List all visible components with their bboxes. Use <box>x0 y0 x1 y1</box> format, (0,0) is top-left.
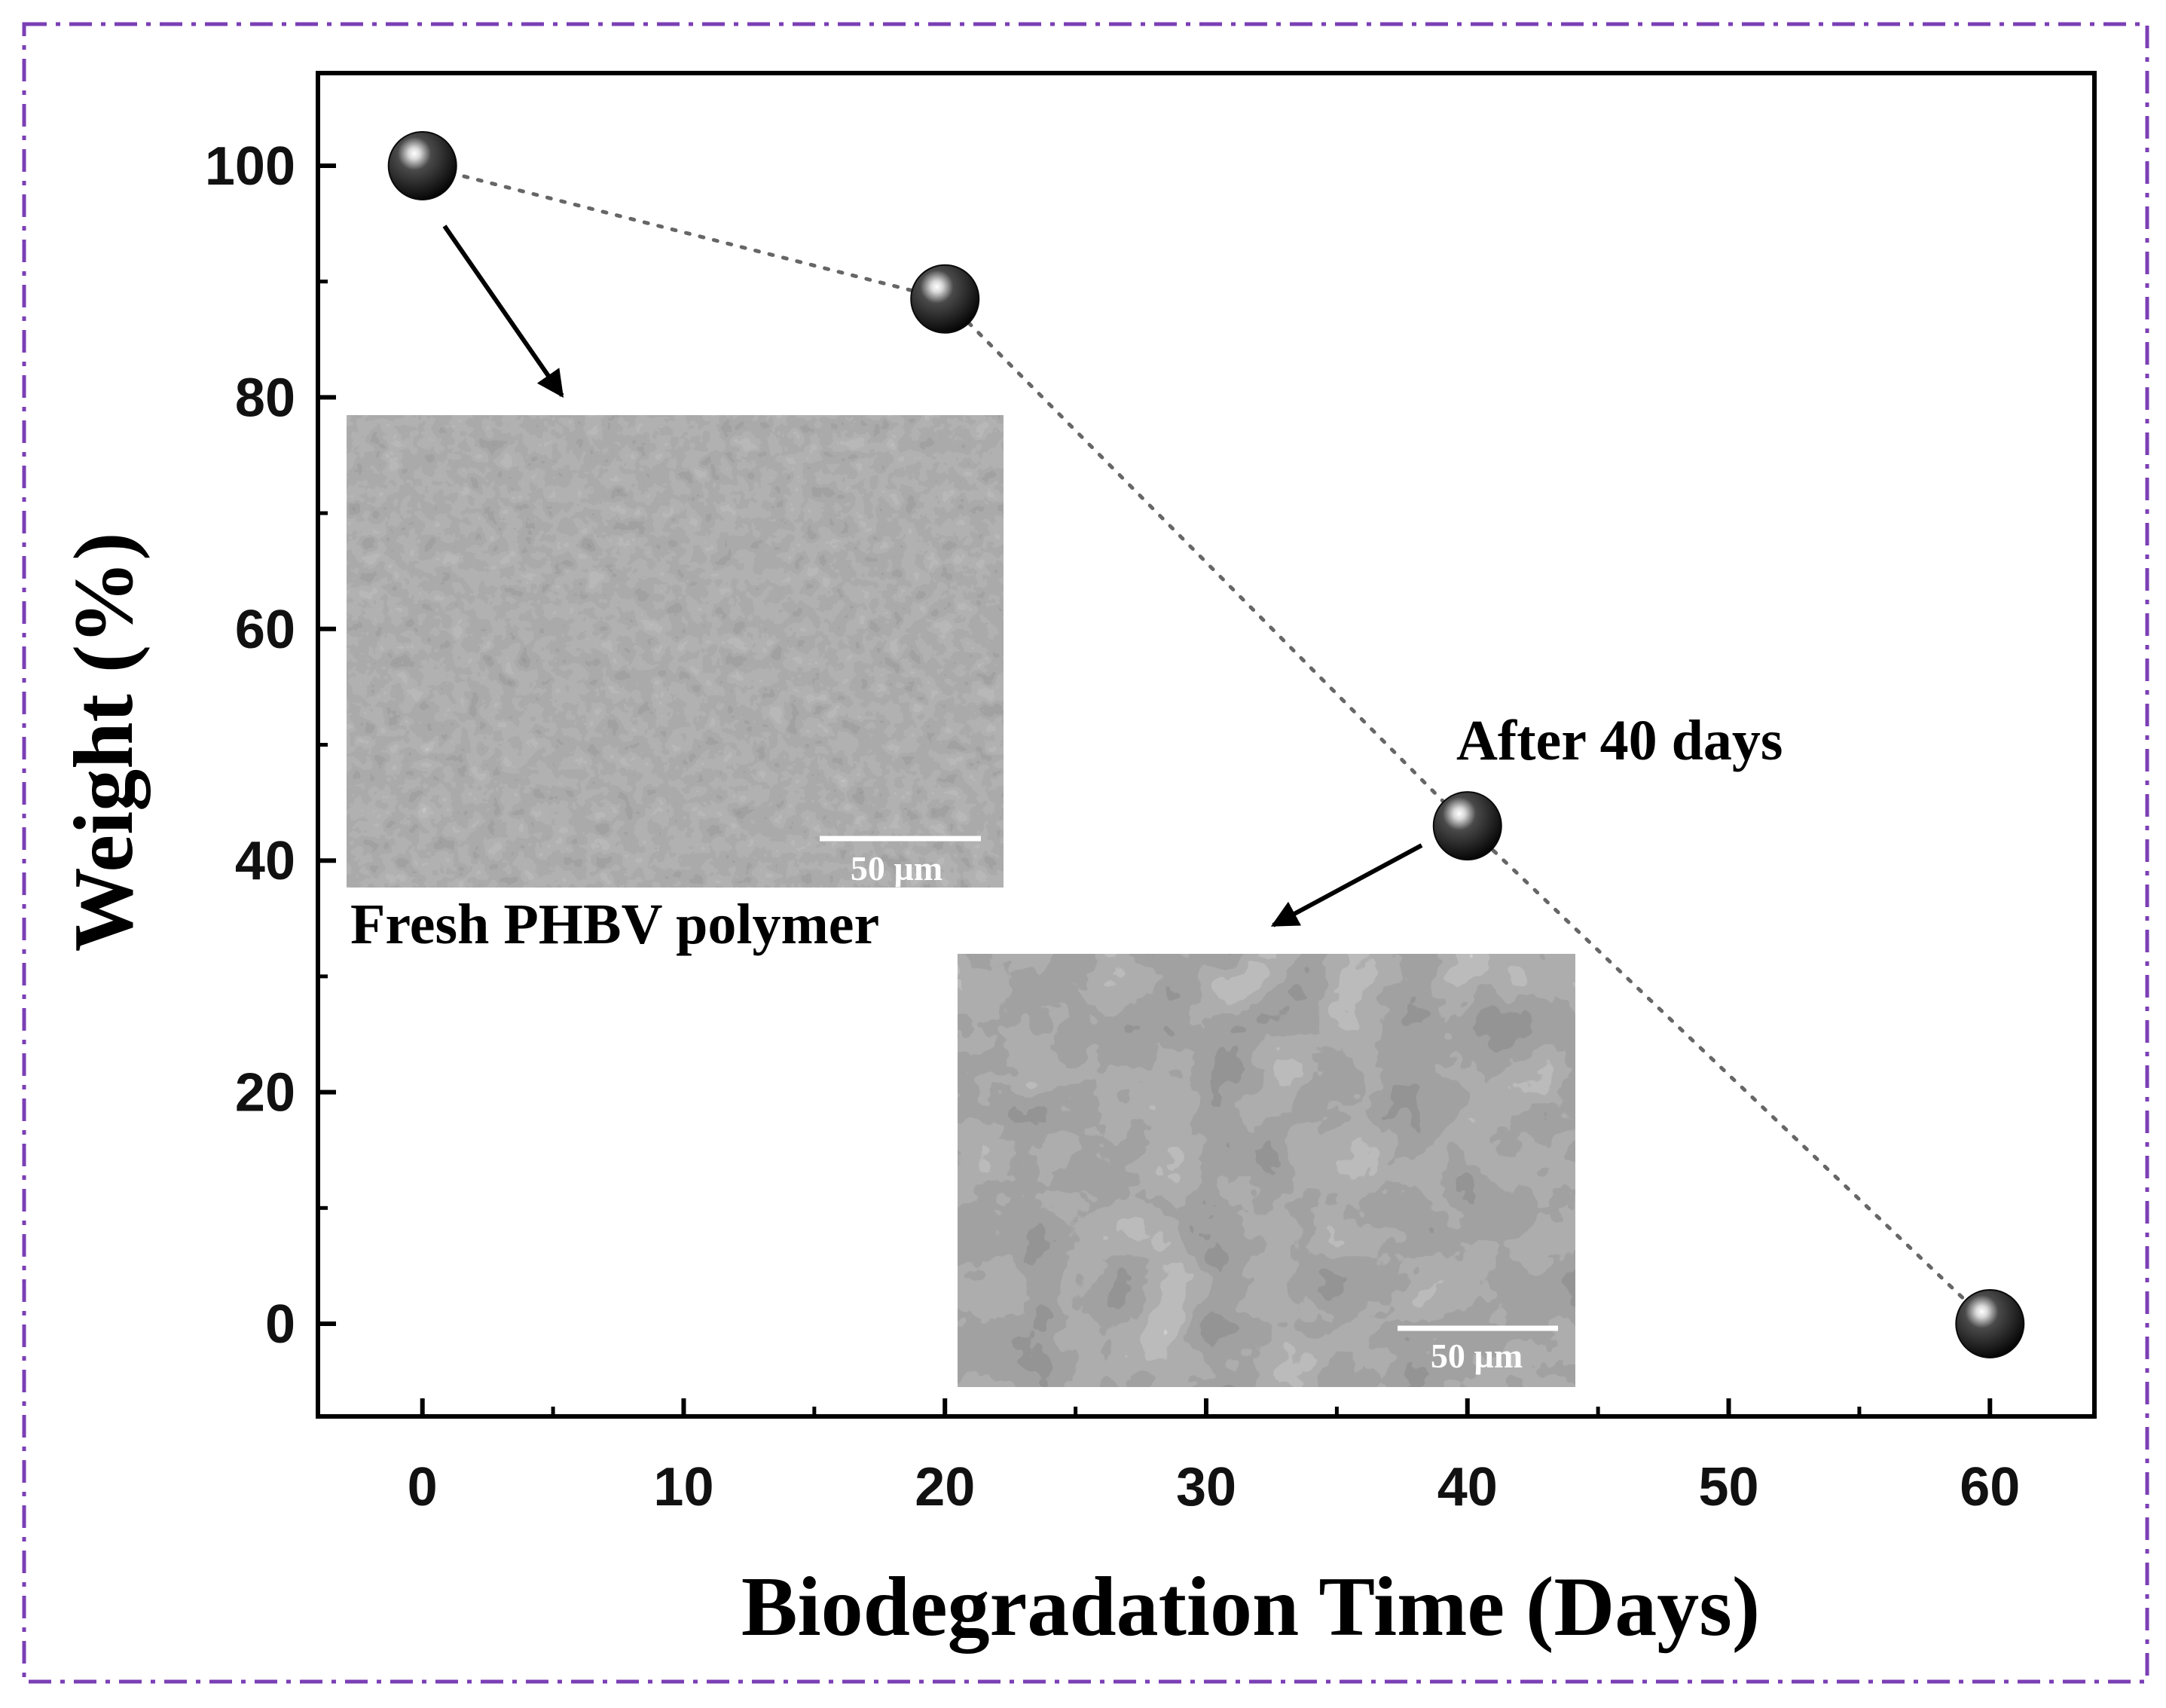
x-tick-label: 60 <box>1960 1457 2020 1517</box>
data-point <box>1432 791 1502 861</box>
x-tick-label: 20 <box>915 1457 975 1517</box>
data-point <box>1955 1289 2025 1359</box>
y-axis-title: Weight (%) <box>57 533 151 952</box>
y-tick-label: 100 <box>205 136 295 197</box>
x-axis-title: Biodegradation Time (Days) <box>741 1560 1760 1654</box>
y-tick-label: 40 <box>235 831 295 891</box>
data-point <box>910 264 980 334</box>
x-axis: 0 10 20 30 40 50 60 <box>408 1398 2020 1517</box>
x-tick-label: 30 <box>1176 1457 1236 1517</box>
arrow-to-fresh-inset <box>442 225 564 398</box>
after-caption: After 40 days <box>1456 709 1783 772</box>
scale-label-fresh: 50 µm <box>851 849 942 888</box>
outer-frame <box>22 22 2149 1684</box>
arrow-to-after-inset <box>1270 843 1423 927</box>
y-tick-label: 80 <box>235 368 295 428</box>
fresh-caption: Fresh PHBV polymer <box>350 893 879 956</box>
sem-inset-after: 50 µm <box>958 954 1575 1387</box>
y-axis: 0 20 40 60 80 100 <box>205 136 336 1355</box>
scale-label-after: 50 µm <box>1431 1337 1523 1375</box>
x-tick-label: 0 <box>408 1457 438 1517</box>
sem-inset-fresh: 50 µm <box>347 415 1004 888</box>
x-tick-label: 40 <box>1437 1457 1498 1517</box>
data-point <box>387 130 457 200</box>
y-tick-label: 20 <box>235 1063 295 1123</box>
x-tick-label: 10 <box>653 1457 713 1517</box>
data-points <box>387 130 2025 1359</box>
y-tick-label: 60 <box>235 600 295 660</box>
x-tick-label: 50 <box>1698 1457 1758 1517</box>
y-tick-label: 0 <box>265 1294 295 1355</box>
